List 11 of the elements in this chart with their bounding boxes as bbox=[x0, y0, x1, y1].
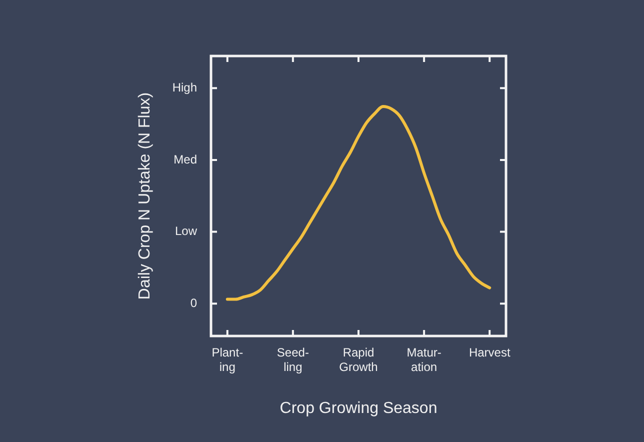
x-axis-title: Crop Growing Season bbox=[280, 400, 438, 417]
x-tick-label: Matur- ation bbox=[406, 346, 442, 374]
text: Med bbox=[174, 152, 197, 166]
text: High bbox=[172, 80, 197, 94]
text: 0 bbox=[190, 296, 198, 310]
x-tick-label: Rapid Growth bbox=[339, 346, 378, 374]
y-axis-title: Daily Crop N Uptake (N Flux) bbox=[136, 92, 154, 300]
x-tick-label: Harvest bbox=[468, 346, 511, 360]
x-tick-label: Plant- ing bbox=[212, 346, 244, 374]
x-tick-label: Seed- ling bbox=[276, 346, 309, 374]
text: Low bbox=[174, 224, 198, 238]
